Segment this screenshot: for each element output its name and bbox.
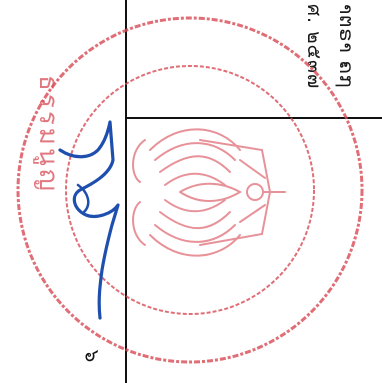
garuda-emblem	[132, 128, 286, 257]
page-number: ๖	[80, 349, 105, 363]
seal-text: ธรรมนูญ	[33, 75, 63, 194]
table-horizontal-rule	[125, 117, 382, 119]
table-vertical-rule	[125, 0, 127, 383]
